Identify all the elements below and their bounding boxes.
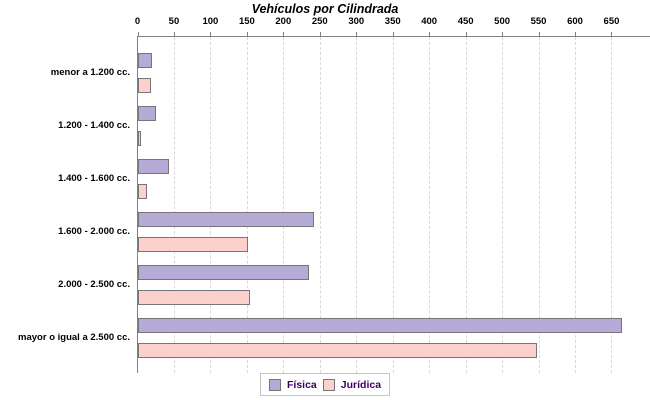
x-tick-label: 50 bbox=[168, 16, 180, 27]
x-tick-label: 550 bbox=[530, 16, 547, 27]
bar-juridica bbox=[138, 184, 147, 199]
category-label: 2.000 - 2.500 cc. bbox=[58, 278, 130, 290]
bar-fisica bbox=[138, 318, 622, 333]
x-tick-label: 200 bbox=[275, 16, 292, 27]
category-label: 1.600 - 2.000 cc. bbox=[58, 225, 130, 237]
x-tick-mark bbox=[465, 32, 467, 37]
x-tick-label: 650 bbox=[603, 16, 620, 27]
x-tick-label: 400 bbox=[421, 16, 438, 27]
x-tick-label: 350 bbox=[384, 16, 401, 27]
bar-fisica bbox=[138, 53, 153, 68]
bar-fisica bbox=[138, 265, 310, 280]
x-tick-mark bbox=[173, 32, 175, 37]
x-tick-mark bbox=[611, 32, 613, 37]
x-tick-label: 150 bbox=[238, 16, 255, 27]
bar-fisica bbox=[138, 106, 157, 121]
x-gridline bbox=[502, 37, 504, 373]
x-tick-label: 100 bbox=[202, 16, 219, 27]
x-gridline bbox=[356, 37, 358, 373]
legend-swatch-juridica bbox=[322, 378, 335, 391]
x-gridline bbox=[465, 37, 467, 373]
x-tick-label: 300 bbox=[348, 16, 365, 27]
bar-juridica bbox=[138, 78, 151, 93]
x-gridline bbox=[538, 37, 540, 373]
bar-fisica bbox=[138, 159, 170, 174]
x-tick-mark bbox=[575, 32, 577, 37]
x-tick-mark bbox=[283, 32, 285, 37]
category-label: menor a 1.200 cc. bbox=[50, 66, 130, 78]
x-tick-mark bbox=[319, 32, 321, 37]
bar-juridica bbox=[138, 131, 141, 146]
x-tick-mark bbox=[356, 32, 358, 37]
x-tick-mark bbox=[538, 32, 540, 37]
x-gridline bbox=[173, 37, 175, 373]
x-gridline bbox=[429, 37, 431, 373]
y-axis-line bbox=[137, 36, 138, 373]
bar-juridica bbox=[138, 343, 537, 358]
legend: Física Jurídica bbox=[260, 373, 391, 396]
x-gridline bbox=[319, 37, 321, 373]
x-tick-mark bbox=[210, 32, 212, 37]
x-tick-label: 0 bbox=[134, 16, 141, 27]
legend-label-fisica: Física bbox=[287, 378, 317, 391]
x-tick-mark bbox=[246, 32, 248, 37]
x-tick-mark bbox=[392, 32, 394, 37]
bar-fisica bbox=[138, 212, 315, 227]
x-gridline bbox=[210, 37, 212, 373]
x-tick-mark bbox=[502, 32, 504, 37]
x-tick-mark bbox=[137, 32, 139, 37]
x-gridline bbox=[283, 37, 285, 373]
x-tick-label: 500 bbox=[494, 16, 511, 27]
x-gridline bbox=[246, 37, 248, 373]
x-gridline bbox=[575, 37, 577, 373]
x-tick-label: 250 bbox=[311, 16, 328, 27]
bar-juridica bbox=[138, 290, 251, 305]
legend-swatch-fisica bbox=[269, 378, 281, 391]
category-label: 1.200 - 1.400 cc. bbox=[58, 119, 130, 131]
category-label: mayor o igual a 2.500 cc. bbox=[18, 331, 130, 343]
x-tick-mark bbox=[429, 32, 431, 37]
chart-title: Vehículos por Cilindrada bbox=[251, 2, 399, 16]
x-gridline bbox=[392, 37, 394, 373]
x-tick-label: 450 bbox=[457, 16, 474, 27]
legend-label-juridica: Jurídica bbox=[340, 378, 382, 391]
x-tick-label: 600 bbox=[567, 16, 583, 27]
bar-juridica bbox=[138, 237, 248, 252]
category-label: 1.400 - 1.600 cc. bbox=[58, 172, 130, 184]
x-gridline bbox=[611, 37, 613, 373]
